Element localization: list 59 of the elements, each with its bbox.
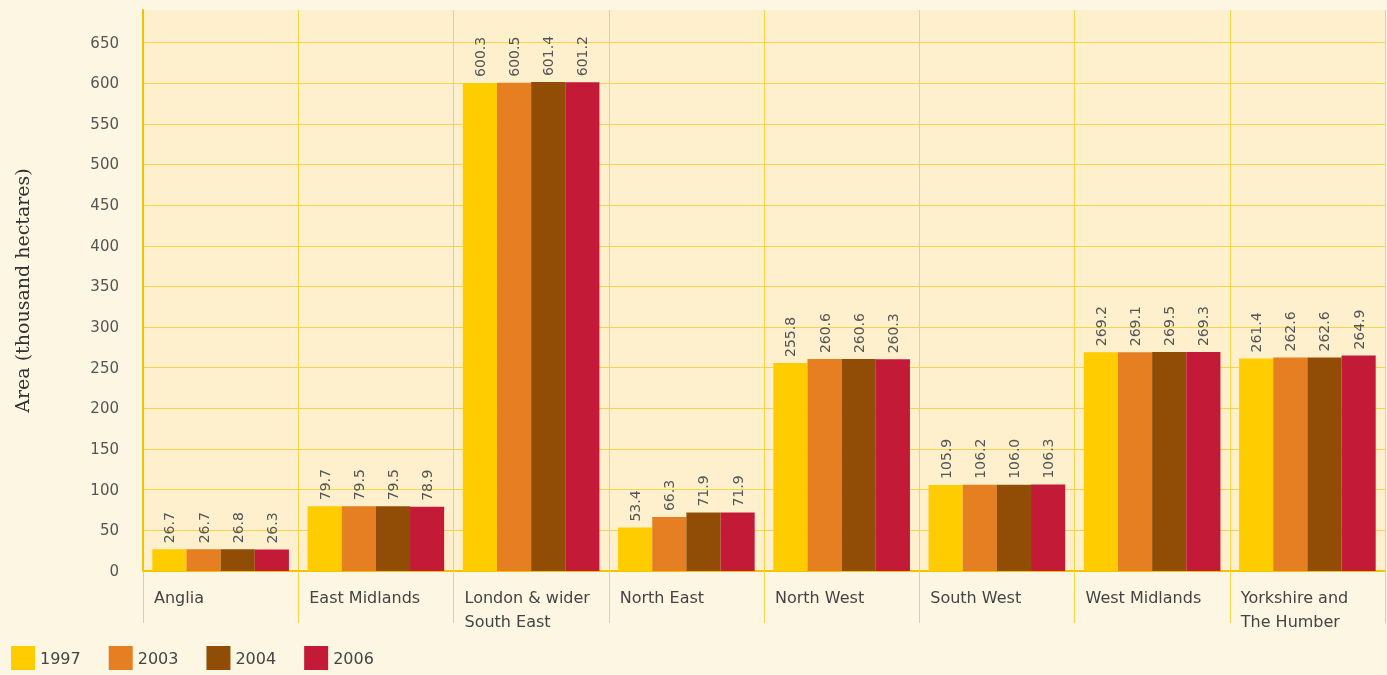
- data-label: 255.8: [782, 316, 799, 358]
- x-tick-label: South West: [930, 587, 1022, 607]
- x-tick-label: Yorkshire and The Humber: [1239, 587, 1354, 631]
- data-label: 105.9: [937, 438, 954, 479]
- legend-label: 1997: [40, 648, 81, 668]
- data-label: 269.2: [1092, 306, 1109, 347]
- data-label: 269.5: [1161, 305, 1178, 346]
- legend-label: 2006: [333, 648, 374, 668]
- data-label: 66.3: [661, 479, 678, 512]
- y-tick-label: 300: [90, 318, 119, 337]
- x-tick-label: London & wider South East: [464, 587, 595, 631]
- data-label: 71.9: [729, 475, 746, 507]
- data-label: 600.3: [471, 36, 488, 77]
- data-label: 53.4: [627, 490, 644, 522]
- data-label: 260.6: [816, 312, 833, 354]
- x-tick-label: North West: [775, 587, 865, 607]
- x-tick-label: West Midlands: [1085, 587, 1202, 607]
- data-label: 269.1: [1127, 306, 1144, 347]
- data-label: 262.6: [1316, 311, 1333, 352]
- data-label: 78.9: [419, 469, 436, 501]
- data-label: 269.3: [1195, 305, 1212, 347]
- data-label: 26.3: [263, 512, 280, 544]
- data-label: 26.7: [161, 512, 178, 544]
- data-label: 260.3: [884, 313, 901, 354]
- y-tick-label: 0: [109, 562, 119, 580]
- y-tick-label: 400: [90, 236, 119, 255]
- data-label: 79.5: [384, 469, 401, 501]
- y-tick-label: 450: [90, 196, 119, 215]
- data-label: 26.7: [195, 512, 212, 544]
- y-tick-label: 250: [90, 358, 119, 377]
- y-tick-label: 150: [90, 440, 119, 459]
- y-axis-title: Area (thousand hectares): [10, 168, 33, 414]
- y-tick-label: 600: [90, 74, 119, 93]
- legend-label: 2004: [235, 648, 277, 668]
- data-label: 261.4: [1248, 312, 1265, 353]
- data-label: 79.5: [350, 469, 367, 501]
- x-tick-label: North East: [619, 587, 705, 607]
- data-label: 600.5: [506, 36, 523, 77]
- data-label: 260.6: [850, 312, 867, 354]
- y-tick-label: 550: [90, 114, 119, 133]
- y-tick-label: 650: [90, 33, 119, 52]
- data-label: 264.9: [1350, 309, 1367, 350]
- x-tick-label: East Midlands: [309, 587, 421, 607]
- data-label: 106.3: [1040, 438, 1057, 479]
- legend-label: 2003: [137, 648, 179, 668]
- y-tick-label: 50: [99, 521, 119, 540]
- x-tick-label: Anglia: [154, 587, 204, 607]
- y-tick-label: 100: [90, 480, 119, 499]
- data-label: 71.9: [695, 475, 712, 507]
- data-label: 26.8: [229, 512, 246, 544]
- y-tick-label: 200: [90, 399, 119, 418]
- data-label: 106.0: [1005, 438, 1022, 479]
- data-label: 262.6: [1282, 311, 1299, 352]
- y-tick-label: 500: [90, 155, 119, 174]
- y-tick-label: 350: [90, 277, 119, 296]
- data-label: 79.7: [316, 469, 333, 501]
- data-label: 601.2: [574, 36, 591, 77]
- data-label: 106.2: [971, 438, 988, 479]
- data-label: 601.4: [540, 35, 557, 77]
